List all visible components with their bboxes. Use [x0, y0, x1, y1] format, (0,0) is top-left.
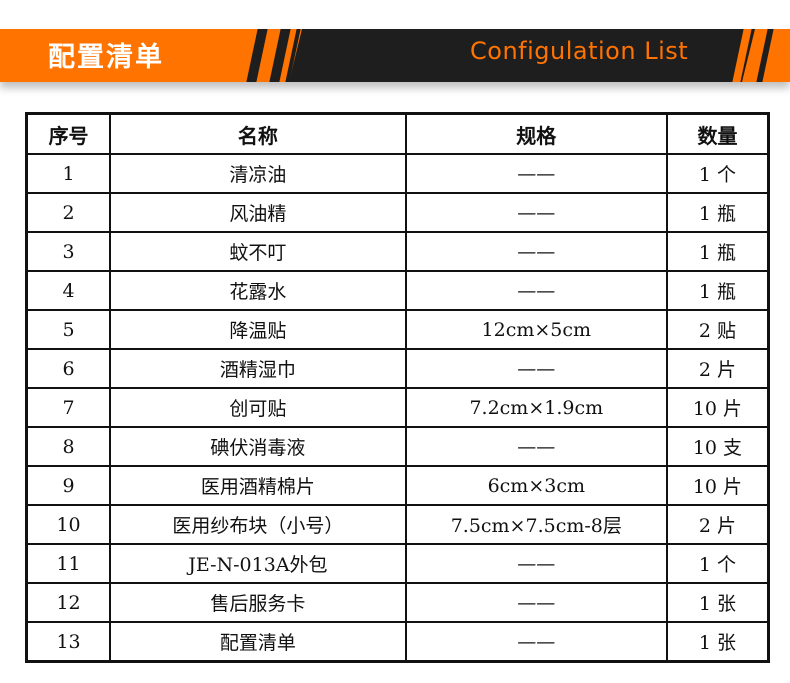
- cell-spec: 7.5cm×7.5cm-8层: [404, 504, 668, 545]
- header-spec: 规格: [404, 112, 668, 155]
- cell-qty: 1 个: [665, 153, 770, 194]
- cell-index: 6: [25, 348, 112, 389]
- cell-name: 降温贴: [109, 309, 407, 350]
- table-row: 9 医用酒精棉片 6cm×3cm 10 片: [25, 465, 770, 506]
- cell-qty: 1 张: [665, 621, 770, 663]
- cell-index: 13: [25, 621, 112, 663]
- cell-index: 3: [25, 231, 112, 272]
- banner-stripe: [756, 29, 774, 82]
- header-banner: 配置清单 Configulation List: [0, 29, 790, 82]
- cell-name: 配置清单: [109, 621, 407, 663]
- cell-qty: 2 片: [665, 348, 770, 389]
- cell-spec: ——: [404, 153, 668, 194]
- cell-index: 8: [25, 426, 112, 467]
- cell-spec: 7.2cm×1.9cm: [404, 387, 668, 428]
- table-row: 4 花露水 —— 1 瓶: [25, 270, 770, 311]
- cell-qty: 1 张: [665, 582, 770, 623]
- table-row: 7 创可贴 7.2cm×1.9cm 10 片: [25, 387, 770, 428]
- table-row: 12 售后服务卡 —— 1 张: [25, 582, 770, 623]
- cell-spec: ——: [404, 543, 668, 584]
- cell-index: 11: [25, 543, 112, 584]
- cell-qty: 1 瓶: [665, 192, 770, 233]
- cell-qty: 1 瓶: [665, 270, 770, 311]
- cell-qty: 2 片: [665, 504, 770, 545]
- banner-stripe: [246, 29, 268, 82]
- cell-qty: 10 片: [665, 465, 770, 506]
- cell-index: 9: [25, 465, 112, 506]
- table-row: 2 风油精 —— 1 瓶: [25, 192, 770, 233]
- cell-spec: ——: [404, 582, 668, 623]
- cell-spec: ——: [404, 348, 668, 389]
- banner-dark-panel: [289, 29, 755, 82]
- cell-name: 花露水: [109, 270, 407, 311]
- cell-index: 7: [25, 387, 112, 428]
- cell-qty: 1 瓶: [665, 231, 770, 272]
- cell-spec: ——: [404, 621, 668, 663]
- header-qty: 数量: [665, 112, 770, 155]
- banner-title-en: Configulation List: [470, 37, 689, 65]
- cell-name: 售后服务卡: [109, 582, 407, 623]
- table-row: 10 医用纱布块（小号） 7.5cm×7.5cm-8层 2 片: [25, 504, 770, 545]
- table-row: 13 配置清单 —— 1 张: [25, 621, 770, 663]
- cell-index: 1: [25, 153, 112, 194]
- cell-name: 创可贴: [109, 387, 407, 428]
- cell-name: 医用纱布块（小号）: [109, 504, 407, 545]
- cell-qty: 10 片: [665, 387, 770, 428]
- cell-index: 12: [25, 582, 112, 623]
- cell-name: 蚊不叮: [109, 231, 407, 272]
- table-row: 11 JE-N-013A外包 —— 1 个: [25, 543, 770, 584]
- cell-spec: ——: [404, 231, 668, 272]
- cell-index: 2: [25, 192, 112, 233]
- cell-index: 10: [25, 504, 112, 545]
- cell-qty: 1 个: [665, 543, 770, 584]
- cell-qty: 10 支: [665, 426, 770, 467]
- header-name: 名称: [109, 112, 407, 155]
- table-row: 3 蚊不叮 —— 1 瓶: [25, 231, 770, 272]
- cell-name: 酒精湿巾: [109, 348, 407, 389]
- table-row: 5 降温贴 12cm×5cm 2 贴: [25, 309, 770, 350]
- table-row: 1 清凉油 —— 1 个: [25, 153, 770, 194]
- cell-spec: 12cm×5cm: [404, 309, 668, 350]
- cell-spec: ——: [404, 426, 668, 467]
- cell-index: 5: [25, 309, 112, 350]
- cell-name: JE-N-013A外包: [109, 543, 407, 584]
- cell-spec: 6cm×3cm: [404, 465, 668, 506]
- table-header-row: 序号 名称 规格 数量: [25, 112, 770, 155]
- cell-name: 风油精: [109, 192, 407, 233]
- table-row: 6 酒精湿巾 —— 2 片: [25, 348, 770, 389]
- table-row: 8 碘伏消毒液 —— 10 支: [25, 426, 770, 467]
- banner-title-cn: 配置清单: [48, 42, 164, 73]
- cell-qty: 2 贴: [665, 309, 770, 350]
- cell-name: 医用酒精棉片: [109, 465, 407, 506]
- cell-spec: ——: [404, 270, 668, 311]
- cell-name: 清凉油: [109, 153, 407, 194]
- cell-spec: ——: [404, 192, 668, 233]
- cell-index: 4: [25, 270, 112, 311]
- cell-name: 碘伏消毒液: [109, 426, 407, 467]
- header-index: 序号: [25, 112, 112, 155]
